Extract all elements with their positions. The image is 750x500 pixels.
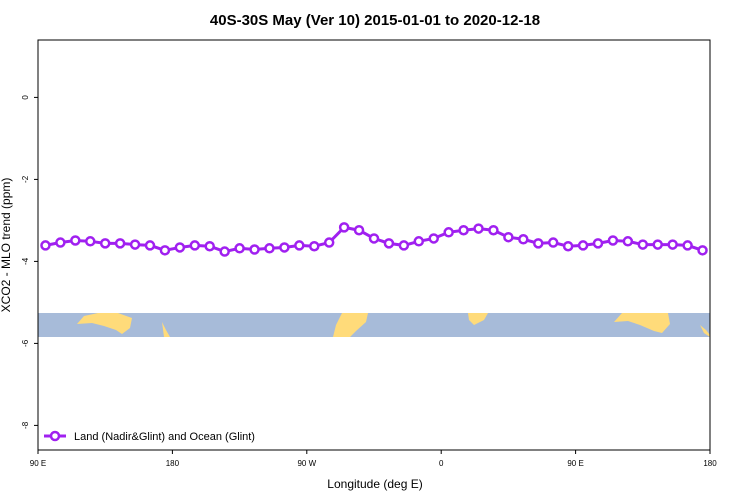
marker xyxy=(533,238,544,249)
y-tick-label: -8 xyxy=(21,421,30,429)
plot-frame xyxy=(37,39,711,451)
marker xyxy=(577,240,589,251)
marker xyxy=(144,240,156,251)
marker xyxy=(219,246,230,257)
marker xyxy=(607,235,619,246)
marker xyxy=(294,240,305,251)
y-tick-label: 0 xyxy=(21,95,30,100)
marker xyxy=(413,236,425,247)
marker xyxy=(383,238,395,249)
marker xyxy=(697,245,708,256)
marker xyxy=(637,239,649,250)
marker xyxy=(70,235,81,246)
x-axis-label: Longitude (deg E) xyxy=(327,477,422,491)
marker xyxy=(547,237,559,248)
marker xyxy=(249,244,260,255)
marker xyxy=(503,231,514,243)
y-tick-label: -4 xyxy=(21,257,30,265)
x-tick-label: 90 W xyxy=(297,459,316,468)
map-strip xyxy=(38,313,710,337)
x-tick-label: 90 E xyxy=(567,459,583,468)
marker xyxy=(309,240,320,252)
marker xyxy=(129,239,141,250)
marker xyxy=(652,239,663,250)
marker xyxy=(174,242,186,253)
marker xyxy=(114,238,126,249)
x-tick-label: 90 E xyxy=(30,459,46,468)
marker xyxy=(592,238,604,249)
marker xyxy=(323,237,335,248)
marker xyxy=(204,240,215,252)
y-tick-label: -2 xyxy=(21,175,30,183)
marker xyxy=(428,233,439,244)
marker xyxy=(338,222,350,233)
legend-label: Land (Nadir&Glint) and Ocean (Glint) xyxy=(74,431,255,443)
marker xyxy=(458,224,469,236)
marker xyxy=(159,245,171,256)
marker xyxy=(234,243,245,254)
marker xyxy=(55,237,66,248)
y-tick-label: -6 xyxy=(21,339,30,347)
chart-title: 40S-30S May (Ver 10) 2015-01-01 to 2020-… xyxy=(210,12,540,29)
marker xyxy=(562,240,574,252)
marker xyxy=(473,223,484,234)
marker xyxy=(682,240,693,251)
x-tick-label: 0 xyxy=(439,459,444,468)
marker xyxy=(264,243,275,254)
marker xyxy=(518,234,529,245)
marker xyxy=(99,238,111,249)
marker xyxy=(667,239,678,250)
marker xyxy=(368,233,380,244)
x-tick-label: 180 xyxy=(166,459,180,468)
marker xyxy=(189,240,201,251)
y-axis-label: XCO2 - MLO trend (ppm) xyxy=(0,178,13,313)
marker xyxy=(279,242,290,253)
marker xyxy=(488,224,499,236)
x-tick-label: 180 xyxy=(703,459,717,468)
legend-marker xyxy=(49,430,61,442)
marker xyxy=(622,236,634,247)
marker xyxy=(398,240,410,251)
marker xyxy=(443,227,454,238)
marker xyxy=(40,240,51,251)
marker xyxy=(85,236,96,247)
marker xyxy=(353,224,365,236)
